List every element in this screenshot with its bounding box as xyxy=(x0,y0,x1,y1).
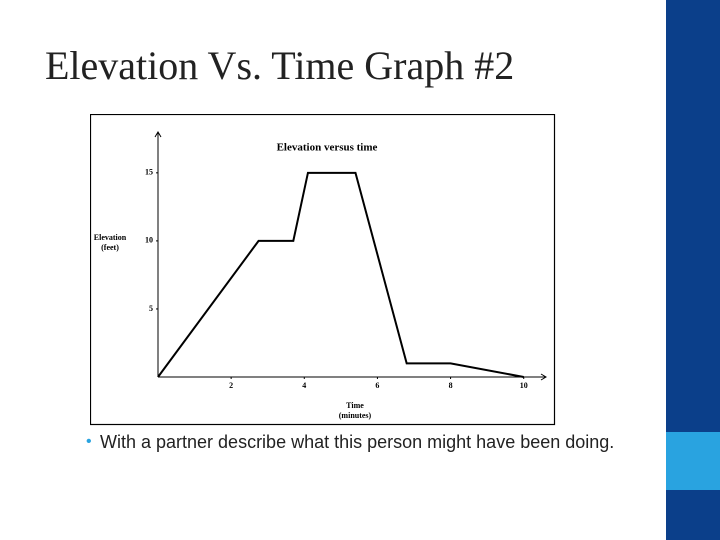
x-axis-arrow xyxy=(540,373,547,381)
x-axis-label: Time (minutes) xyxy=(338,401,372,420)
x-tick-label: 8 xyxy=(449,381,453,390)
chart: Elevation versus time 5 10 15 2 4 6 8 10 xyxy=(90,114,556,426)
data-line xyxy=(157,171,524,378)
bullet-text: With a partner describe what this person… xyxy=(100,432,615,452)
x-tick-label: 10 xyxy=(520,381,528,390)
sidebar-accent xyxy=(666,432,720,490)
slide-title: Elevation Vs. Time Graph #2 xyxy=(45,43,515,88)
chart-frame xyxy=(90,114,556,426)
y-axis-label: Elevation (feet) xyxy=(93,233,127,252)
y-axis-arrow xyxy=(154,131,162,138)
x-tick-label: 4 xyxy=(302,381,306,390)
y-tick-label: 10 xyxy=(145,236,153,245)
bullet-marker: • xyxy=(86,433,92,450)
x-tick-label: 6 xyxy=(375,381,379,390)
x-tick-label: 2 xyxy=(229,381,233,390)
chart-title: Elevation versus time xyxy=(277,142,378,154)
y-tick-label: 15 xyxy=(145,168,153,177)
y-tick-label: 5 xyxy=(149,304,153,313)
